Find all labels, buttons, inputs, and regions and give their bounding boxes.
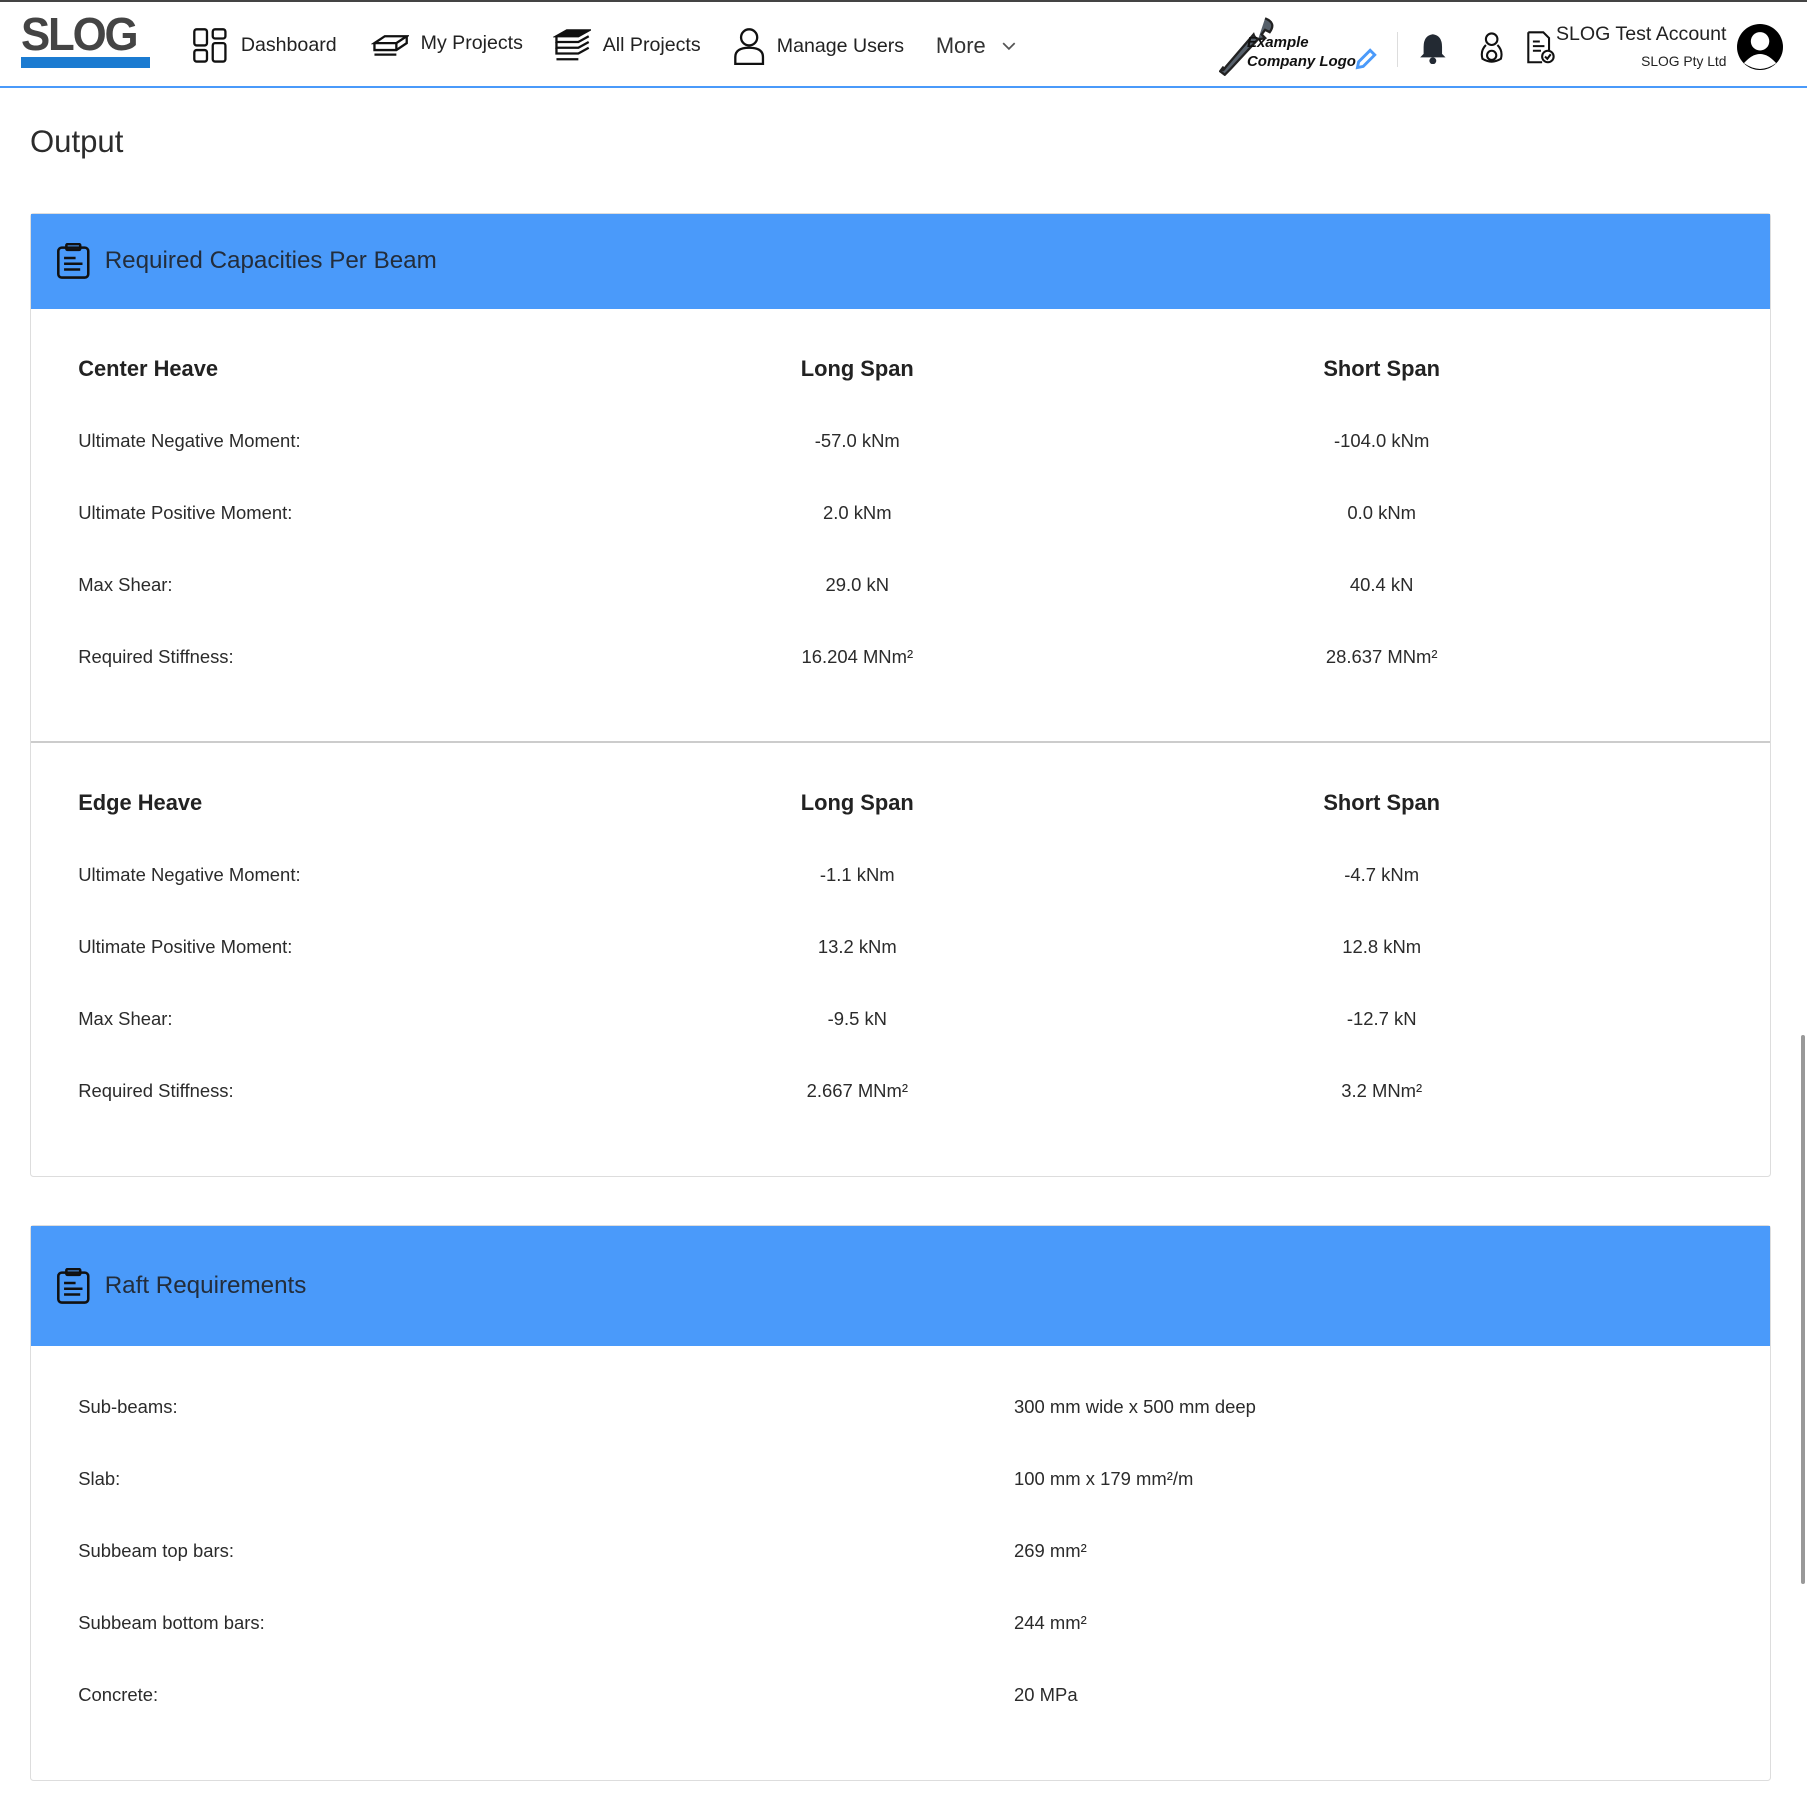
section-heading: Edge Heave xyxy=(78,790,203,816)
short-span-value: 3.2 MNm² xyxy=(1341,1080,1423,1102)
short-span-value: 12.8 kNm xyxy=(1342,936,1422,958)
row-label: Sub-beams: xyxy=(78,1395,178,1417)
edit-pencil-icon[interactable] xyxy=(1354,48,1377,71)
row-label: Subbeam bottom bars: xyxy=(78,1611,265,1633)
long-span-value: 29.0 kN xyxy=(825,573,890,595)
stack-icon xyxy=(371,35,410,57)
row-value: 20 MPa xyxy=(1014,1683,1078,1705)
short-span-value: -4.7 kNm xyxy=(1344,864,1420,886)
row-label: Required Stiffness: xyxy=(78,1080,234,1102)
short-span-value: 28.637 MNm² xyxy=(1325,645,1438,667)
card-header: Required Capacities Per Beam xyxy=(30,214,1771,309)
long-span-value: -9.5 kN xyxy=(827,1008,887,1030)
nav-manage-users[interactable]: Manage Users xyxy=(733,27,904,66)
clipboard-icon xyxy=(57,243,90,279)
long-span-value: 16.204 MNm² xyxy=(801,645,914,667)
dashboard-grid-icon xyxy=(193,28,228,64)
short-span-value: 40.4 kN xyxy=(1349,573,1414,595)
row-label: Required Stiffness: xyxy=(78,645,234,667)
row-value: 100 mm x 179 mm²/m xyxy=(1014,1467,1194,1489)
row-value: 300 mm wide x 500 mm deep xyxy=(1014,1395,1256,1417)
clipboard-icon xyxy=(57,1267,90,1304)
bell-icon[interactable] xyxy=(1419,32,1447,65)
divider xyxy=(1396,31,1398,67)
col-long-span: Long Span xyxy=(800,355,914,381)
row-label: Max Shear: xyxy=(78,573,173,595)
avatar[interactable] xyxy=(1736,23,1783,70)
stacks-icon xyxy=(553,29,592,61)
page-title: Output xyxy=(29,124,124,160)
document-check-icon[interactable] xyxy=(1526,30,1556,65)
short-span-value: -104.0 kNm xyxy=(1334,429,1430,451)
long-span-value: 2.0 kNm xyxy=(822,501,892,523)
user-icon xyxy=(734,28,765,66)
short-span-value: 0.0 kNm xyxy=(1347,501,1416,523)
nav-my-projects[interactable]: My Projects xyxy=(371,27,523,59)
long-span-value: -57.0 kNm xyxy=(814,429,900,451)
more-dropdown[interactable]: More xyxy=(936,33,1016,59)
row-label: Max Shear: xyxy=(78,1008,173,1030)
chevron-down-icon xyxy=(1002,42,1016,50)
col-long-span: Long Span xyxy=(800,790,914,816)
card-header: Raft Requirements xyxy=(30,1226,1771,1346)
capacities-card: Required Capacities Per Beam Center Heav… xyxy=(29,213,1772,1177)
slog-logo[interactable]: SLOG xyxy=(20,11,152,71)
user-avatar-icon xyxy=(1743,31,1776,69)
row-value: 269 mm² xyxy=(1014,1539,1087,1561)
share-user-icon[interactable] xyxy=(1479,30,1504,65)
row-label: Slab: xyxy=(78,1467,121,1489)
col-short-span: Short Span xyxy=(1323,355,1440,381)
row-label: Ultimate Negative Moment: xyxy=(78,429,301,451)
row-label: Subbeam top bars: xyxy=(78,1539,234,1561)
nav-dashboard[interactable]: Dashboard xyxy=(192,27,337,64)
section-heading: Center Heave xyxy=(78,355,219,381)
top-navbar: SLOG Dashboard My Projects All Projects … xyxy=(0,0,1807,88)
row-label: Ultimate Negative Moment: xyxy=(78,864,301,886)
long-span-value: 2.667 MNm² xyxy=(806,1080,908,1102)
account-menu[interactable]: SLOG Test Account SLOG Pty Ltd xyxy=(1555,22,1727,69)
row-label: Concrete: xyxy=(78,1683,159,1705)
scrollbar[interactable] xyxy=(1801,1034,1805,1584)
short-span-value: -12.7 kN xyxy=(1346,1008,1417,1030)
row-label: Ultimate Positive Moment: xyxy=(78,936,293,958)
row-value: 244 mm² xyxy=(1014,1611,1087,1633)
company-logo: Example Company Logo xyxy=(1218,16,1380,77)
section-divider xyxy=(30,740,1771,744)
wrench-icon xyxy=(1218,17,1274,77)
long-span-value: 13.2 kNm xyxy=(817,936,897,958)
row-label: Ultimate Positive Moment: xyxy=(78,501,293,523)
raft-card: Raft Requirements Sub-beams: 300 mm wide … xyxy=(29,1225,1772,1781)
col-short-span: Short Span xyxy=(1323,790,1440,816)
nav-all-projects[interactable]: All Projects xyxy=(553,27,701,64)
long-span-value: -1.1 kNm xyxy=(819,864,895,886)
